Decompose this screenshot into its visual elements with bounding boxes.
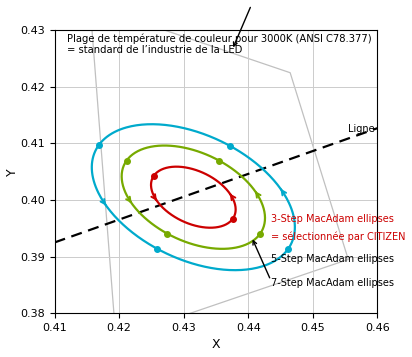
- Text: Plage de température de couleur pour 3000K (ANSI C78.377)
= standard de l’indust: Plage de température de couleur pour 300…: [68, 33, 372, 55]
- Text: Ligne de "corps noir": Ligne de "corps noir": [348, 124, 412, 134]
- X-axis label: X: X: [212, 338, 220, 351]
- Y-axis label: Y: Y: [5, 168, 19, 176]
- Text: 5-Step MacAdam ellipses: 5-Step MacAdam ellipses: [271, 254, 394, 264]
- Text: = sélectionnée par CITIZEN: = sélectionnée par CITIZEN: [271, 231, 405, 242]
- Text: 7-Step MacAdam ellipses: 7-Step MacAdam ellipses: [271, 278, 394, 288]
- Text: 3-Step MacAdam ellipses: 3-Step MacAdam ellipses: [271, 214, 394, 224]
